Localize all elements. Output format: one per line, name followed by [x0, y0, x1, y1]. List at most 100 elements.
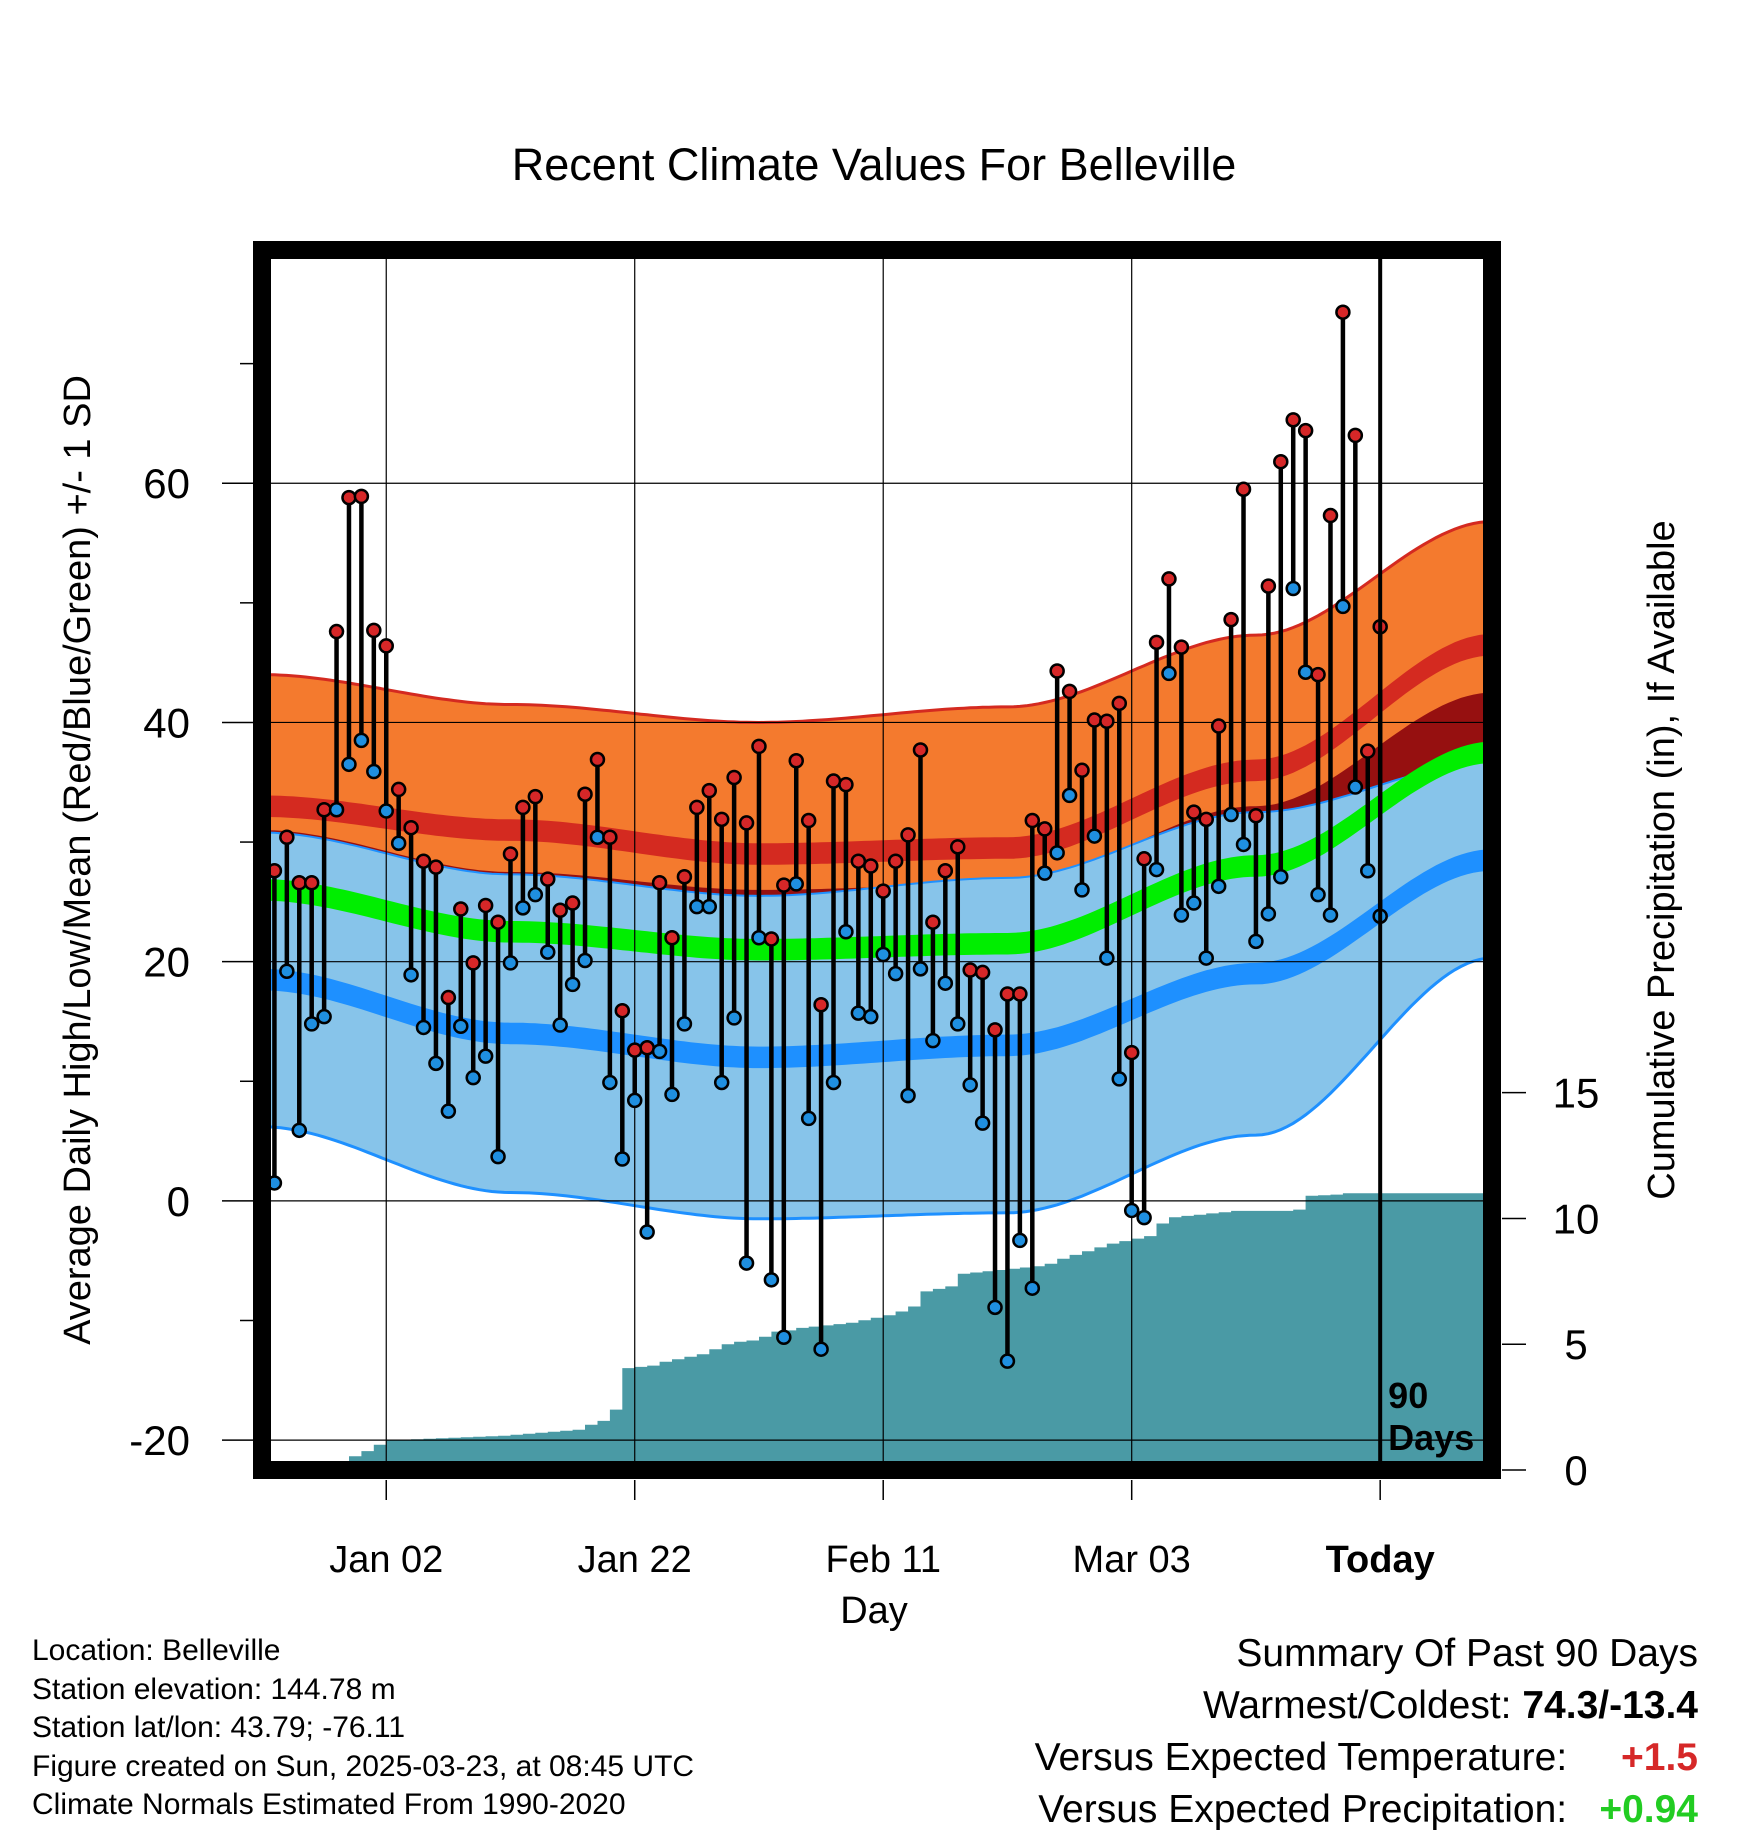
daily-high-point: [887, 853, 904, 869]
daily-low-point: [1310, 886, 1326, 903]
daily-low-point: [403, 967, 419, 983]
daily-high-point: [589, 751, 606, 768]
daily-high-point: [1198, 811, 1214, 828]
daily-high-point: [999, 986, 1016, 1002]
x-tick-label: Mar 03: [1073, 1539, 1191, 1581]
daily-low-point: [353, 732, 370, 749]
daily-low-point: [390, 835, 407, 852]
daily-low-point: [776, 1329, 792, 1345]
daily-high-point: [937, 863, 954, 879]
daily-high-point: [863, 858, 879, 874]
daily-low-point: [813, 1341, 829, 1357]
daily-high-point: [912, 742, 929, 758]
daily-low-point: [689, 898, 705, 915]
daily-high-point: [353, 488, 370, 505]
daily-high-point: [1260, 578, 1277, 594]
daily-low-point: [453, 1018, 469, 1035]
daily-high-point: [341, 489, 357, 506]
daily-temperature-series: [266, 304, 1388, 1369]
high-sd-upper-edge: [262, 520, 1492, 725]
daily-low-point: [589, 829, 606, 846]
high-sd-band: [262, 521, 1492, 896]
daily-high-point: [602, 829, 618, 846]
daily-low-point: [465, 1069, 481, 1086]
daily-high-point: [1173, 639, 1190, 655]
today-marker-label-days: Days: [1388, 1417, 1474, 1458]
daily-low-point: [825, 1074, 842, 1091]
precipitation-departure-value: +0.94: [1599, 1788, 1698, 1831]
daily-high-point: [453, 901, 469, 917]
daily-low-point: [900, 1087, 916, 1104]
x-axis-ticks: Jan 02 Jan 22 Feb 11 Mar 03 Today: [329, 1480, 1435, 1581]
daily-low-point: [863, 1008, 879, 1025]
daily-high-point: [776, 877, 792, 893]
daily-low-point: [502, 955, 519, 971]
daily-low-point: [1260, 906, 1277, 922]
daily-high-point: [676, 868, 693, 885]
daily-high-point: [962, 962, 978, 978]
daily-low-point: [477, 1048, 494, 1064]
daily-low-point: [1186, 895, 1202, 911]
daily-high-point: [366, 622, 382, 639]
daily-high-point: [950, 839, 966, 855]
daily-low-point: [527, 886, 544, 903]
daily-high-point: [738, 815, 755, 831]
daily-high-point: [527, 788, 544, 805]
daily-high-point: [1360, 743, 1376, 759]
y-right-tick-label: 10: [1553, 1195, 1600, 1242]
grid-lines: [262, 250, 1492, 1470]
daily-low-point: [316, 1008, 332, 1025]
daily-low-point: [515, 900, 531, 916]
daily-high-point: [502, 846, 519, 862]
daily-high-point: [378, 638, 394, 654]
daily-high-point: [1061, 683, 1078, 700]
daily-low-point: [1086, 828, 1103, 844]
daily-low-point: [751, 929, 767, 946]
daily-low-point: [1297, 664, 1314, 680]
station-elevation: Station elevation: 144.78 m: [32, 1672, 396, 1706]
warmest-coldest-label: Warmest/Coldest:: [1203, 1684, 1512, 1727]
daily-high-point: [1161, 571, 1177, 587]
daily-low-point: [962, 1077, 978, 1093]
daily-high-point: [428, 859, 444, 875]
daily-high-point: [1335, 304, 1351, 320]
daily-low-point: [1123, 1202, 1140, 1219]
daily-high-point: [415, 853, 432, 869]
daily-high-point: [1012, 986, 1028, 1002]
daily-high-point: [390, 781, 407, 798]
daily-low-point: [701, 898, 718, 915]
daily-low-point: [1148, 861, 1165, 878]
y-left-tick-label: 0: [167, 1178, 190, 1225]
warmest-coldest-row: Warmest/Coldest: 74.3/-13.4: [1035, 1680, 1698, 1732]
chart-title: Recent Climate Values For Belleville: [512, 139, 1236, 190]
daily-low-point: [639, 1224, 655, 1240]
daily-high-point: [552, 902, 568, 918]
daily-high-point: [987, 1022, 1003, 1038]
daily-high-point: [291, 874, 308, 891]
daily-high-point: [850, 853, 867, 869]
temperature-departure-row: Versus Expected Temperature: +1.5: [1035, 1732, 1698, 1784]
daily-low-point: [738, 1255, 755, 1271]
daily-high-point: [1136, 851, 1152, 867]
daily-low-point: [490, 1148, 506, 1165]
daily-high-point: [838, 776, 854, 793]
daily-high-point: [875, 883, 891, 899]
daily-high-point: [1148, 634, 1165, 651]
y-left-tick-label: 20: [143, 939, 190, 986]
daily-high-point: [900, 827, 916, 843]
daily-high-point: [577, 786, 593, 802]
daily-low-point: [937, 975, 954, 991]
x-tick-label: Today: [1326, 1539, 1435, 1581]
daily-low-point: [1235, 836, 1252, 853]
daily-low-point: [1136, 1209, 1152, 1226]
daily-low-point: [726, 1010, 742, 1026]
daily-high-point: [1235, 481, 1252, 497]
daily-low-point: [1099, 950, 1115, 966]
daily-low-point: [838, 924, 854, 940]
y-right-tick-label: 5: [1564, 1321, 1587, 1368]
daily-high-point: [1074, 762, 1090, 779]
daily-low-point: [850, 1005, 867, 1021]
daily-high-point: [689, 799, 705, 816]
y-left-tick-label: 40: [143, 699, 190, 746]
daily-low-point: [602, 1074, 618, 1091]
